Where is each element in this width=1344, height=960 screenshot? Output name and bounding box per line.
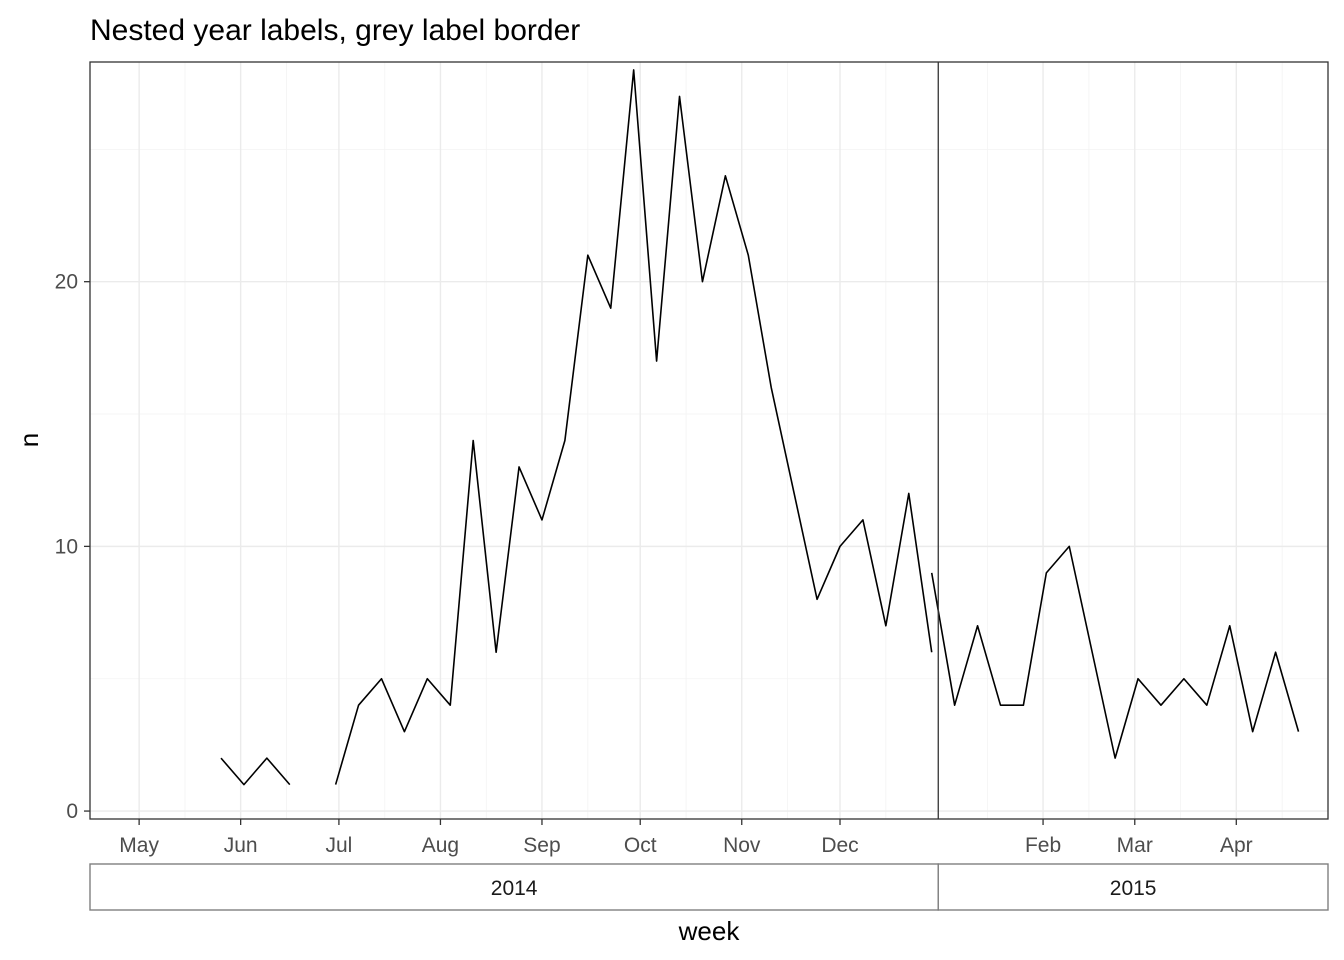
data-lines	[220, 69, 1300, 786]
x-axis: May Jun Jul Aug Sep Oct Nov Dec Feb Mar Apr	[119, 819, 1253, 857]
x-tick-label: Feb	[1025, 834, 1061, 857]
year-strip-label: 2015	[1110, 877, 1157, 900]
x-tick-label: Nov	[723, 834, 761, 857]
x-tick-label: Oct	[624, 834, 657, 857]
x-tick-label: Apr	[1220, 834, 1253, 857]
x-tick-label: Jul	[325, 834, 352, 857]
series-line	[220, 757, 291, 786]
y-tick-label: 20	[55, 271, 78, 294]
x-tick-label: Dec	[821, 834, 858, 857]
series-line	[334, 69, 933, 785]
major-gridlines	[90, 62, 1328, 819]
x-tick-label: Jun	[224, 834, 258, 857]
x-axis-title: week	[678, 916, 741, 946]
y-axis-title: n	[14, 433, 44, 447]
series-line	[930, 545, 1300, 759]
year-strip-label: 2014	[491, 877, 538, 900]
year-strip-box	[937, 863, 1329, 911]
y-tick-label: 0	[66, 800, 78, 823]
x-tick-label: May	[119, 834, 159, 857]
y-tick-label: 10	[55, 535, 78, 558]
plot-panel-border	[89, 61, 1329, 820]
x-tick-label: Mar	[1117, 834, 1153, 857]
x-tick-label: Sep	[523, 834, 560, 857]
chart-title: Nested year labels, grey label border	[90, 14, 580, 47]
y-axis: 0 10 20	[55, 271, 90, 823]
x-tick-label: Aug	[422, 834, 459, 857]
year-label-strips: 2014 2015	[89, 863, 1329, 911]
minor-gridlines	[90, 62, 1328, 819]
